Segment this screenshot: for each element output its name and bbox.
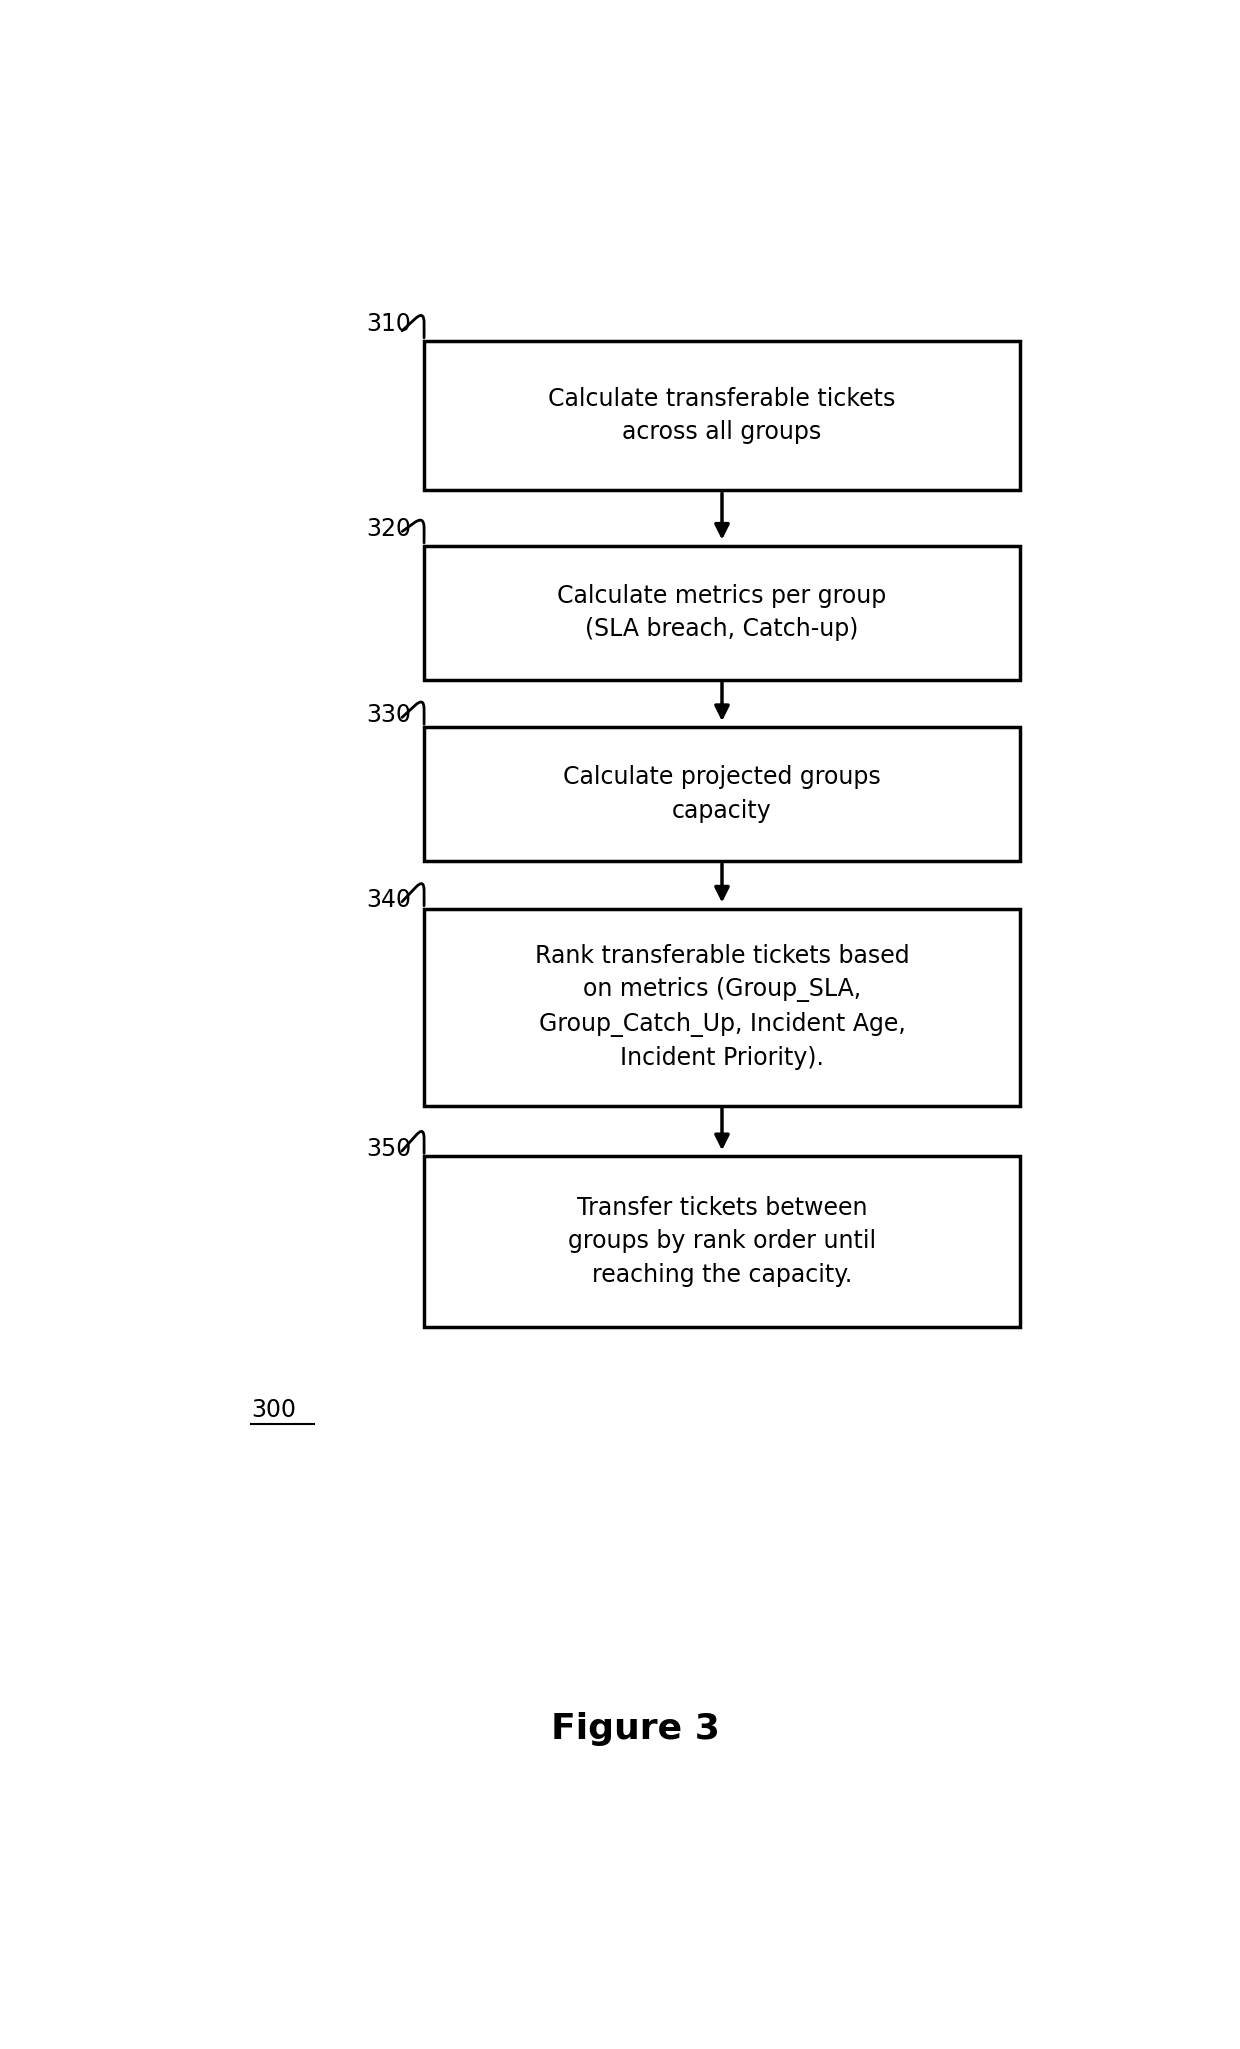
- Text: 330: 330: [367, 703, 412, 727]
- Text: 340: 340: [367, 887, 412, 912]
- FancyBboxPatch shape: [424, 1156, 1019, 1326]
- Text: Calculate projected groups
capacity: Calculate projected groups capacity: [563, 766, 880, 824]
- FancyBboxPatch shape: [424, 545, 1019, 680]
- Text: Transfer tickets between
groups by rank order until
reaching the capacity.: Transfer tickets between groups by rank …: [568, 1197, 875, 1287]
- FancyBboxPatch shape: [424, 340, 1019, 490]
- Text: 320: 320: [367, 516, 412, 541]
- Text: 350: 350: [367, 1137, 412, 1162]
- Text: Rank transferable tickets based
on metrics (Group_SLA,
Group_Catch_Up, Incident : Rank transferable tickets based on metri…: [534, 945, 909, 1070]
- FancyBboxPatch shape: [424, 908, 1019, 1106]
- Text: Calculate metrics per group
(SLA breach, Catch-up): Calculate metrics per group (SLA breach,…: [557, 584, 887, 641]
- Text: Calculate transferable tickets
across all groups: Calculate transferable tickets across al…: [548, 387, 895, 445]
- Text: 300: 300: [250, 1397, 296, 1422]
- Text: 310: 310: [367, 311, 412, 336]
- FancyBboxPatch shape: [424, 727, 1019, 861]
- Text: Figure 3: Figure 3: [551, 1713, 720, 1746]
